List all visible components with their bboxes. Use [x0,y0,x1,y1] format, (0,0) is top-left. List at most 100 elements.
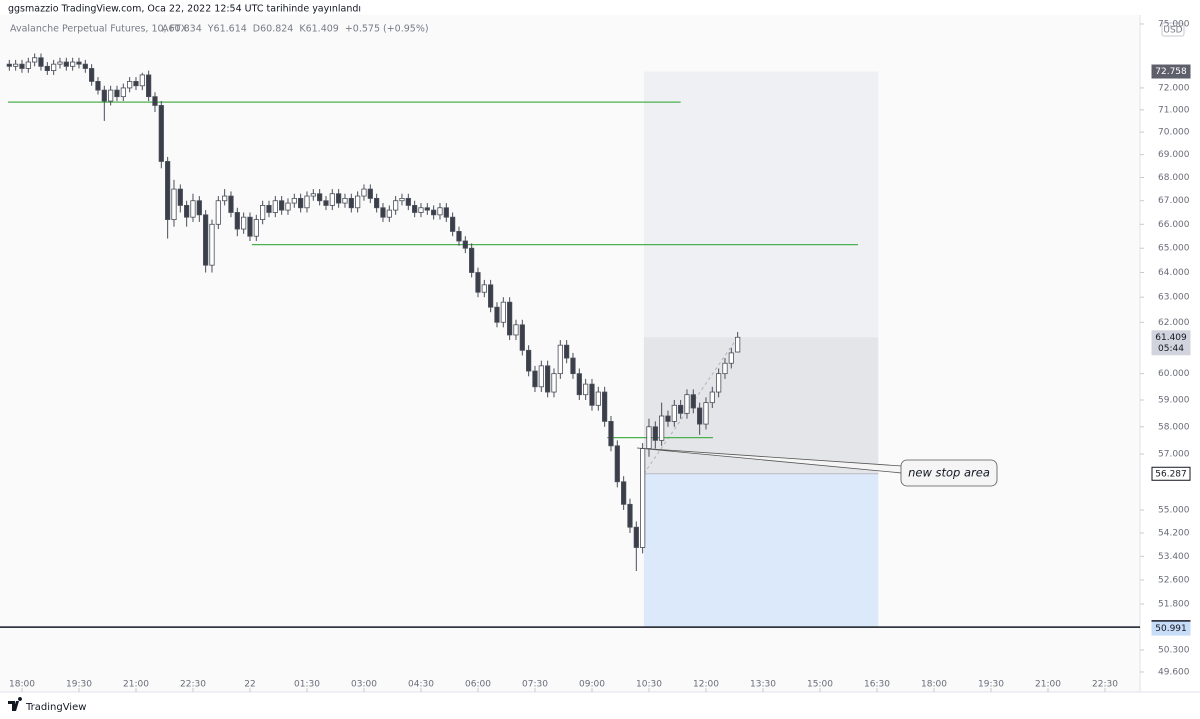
candle-body [241,216,247,230]
callout-box [900,459,998,487]
currency-box [1161,22,1185,37]
candle-body [108,89,114,102]
candle-body [272,200,278,213]
candle-body [443,207,449,218]
x-tick-label: 06:00 [465,680,491,690]
candle-body [621,481,627,505]
y-tick-label: 53.400 [1158,552,1190,562]
x-tick-label: 04:30 [408,680,434,690]
candle-body [393,200,399,211]
candle-body [380,207,386,218]
candle-body [640,448,646,548]
y-tick-label: 60.000 [1158,369,1190,379]
candle-body [557,344,563,375]
candle-body [127,81,133,89]
x-tick-label: 03:00 [351,680,377,690]
plot: 75.000 72.000 71.000 70.000 69.000 68.000 67.0… [0,19,1191,692]
candle-body [355,195,361,209]
candle-body [494,306,500,323]
callout-text: new stop area [908,466,990,480]
candle-body [608,420,614,447]
candle-body [418,207,424,213]
brand: TradingView [25,702,86,713]
candle-body [348,197,354,209]
candle-body [570,357,576,375]
legend-value: D60.824 [253,24,294,35]
entry-label-bg [1151,466,1191,481]
price-label-bg [1151,621,1191,636]
candle-body [627,503,633,528]
candle-body [139,74,145,87]
candle-body [57,61,63,65]
y-tick-label: 72.000 [1158,83,1190,93]
x-tick-label: 16:30 [864,680,890,690]
candle-body [13,63,19,67]
candle-body [488,284,494,308]
candle-body [209,223,215,266]
legend-value: K61.409 [299,24,338,35]
x-tick-label: 01:30 [294,680,320,690]
candle-body [196,200,202,216]
candle-body [19,63,25,69]
x-tick-label: 22:30 [180,680,206,690]
candle-body [735,336,741,353]
candle-body [253,219,259,237]
candle-body [70,61,76,67]
y-tick-label: 55.000 [1158,506,1190,516]
candle-body [412,205,418,213]
candle-body [462,240,468,249]
candle-body [551,373,557,393]
candle-body [722,362,728,375]
candle-body [279,200,285,211]
candle-body [690,394,696,409]
brand-logo [8,697,23,711]
candle-body [684,394,690,414]
candle-body [437,207,443,216]
candle-body [716,373,722,393]
x-tick-label: 22 [244,680,255,690]
candle-body [177,188,183,206]
candle-body [266,205,272,213]
last-price-label-sub: 05:44 [1158,344,1184,354]
x-tick-label: 22:30 [1092,680,1118,690]
chart-title: ggsmazzio TradingView.com, Oca 22, 2022 … [8,4,361,15]
candle-body [374,197,380,209]
y-tick-label: 58.000 [1158,422,1190,432]
candle-body [652,426,658,441]
candle-body [190,200,196,218]
candle-body [703,402,709,425]
candle-body [165,161,171,220]
candle-body [602,391,608,422]
candle-body [298,197,304,209]
legend-value: Y61.614 [207,24,247,35]
candle-body [450,216,456,232]
candle-body [291,197,297,204]
x-tick-label: 09:00 [579,680,605,690]
y-tick-label: 57.000 [1158,450,1190,460]
candle-body [38,57,44,67]
candle-body [595,391,601,406]
logo-mark [8,697,23,711]
x-tick-label: 18:00 [921,680,947,690]
candle-body [576,373,582,396]
plot-area [0,15,1140,692]
candle-body [545,365,551,393]
y-tick-label: 70.000 [1158,128,1190,138]
candle-body [6,63,12,67]
candle-body [728,352,734,364]
last-price-label: 61.409 [1155,333,1187,343]
candle-body [564,344,570,359]
candle-body [665,415,671,422]
candle-body [89,68,95,82]
y-tick-label: 49.600 [1158,667,1190,677]
ohlc-legend: A60.834 Y61.614 D60.824 K61.409 +0.575 (+0.9… [162,24,429,35]
legend-value: +0.575 (+0.95%) [345,24,429,35]
y-tick-label: 67.000 [1158,196,1190,206]
candle-body [285,202,291,211]
candle-body [304,195,310,209]
candle-body [184,205,190,218]
y-tick-label: 65.000 [1158,244,1190,254]
y-tick-label: 75.000 [1158,19,1190,29]
candle-body [222,195,228,202]
